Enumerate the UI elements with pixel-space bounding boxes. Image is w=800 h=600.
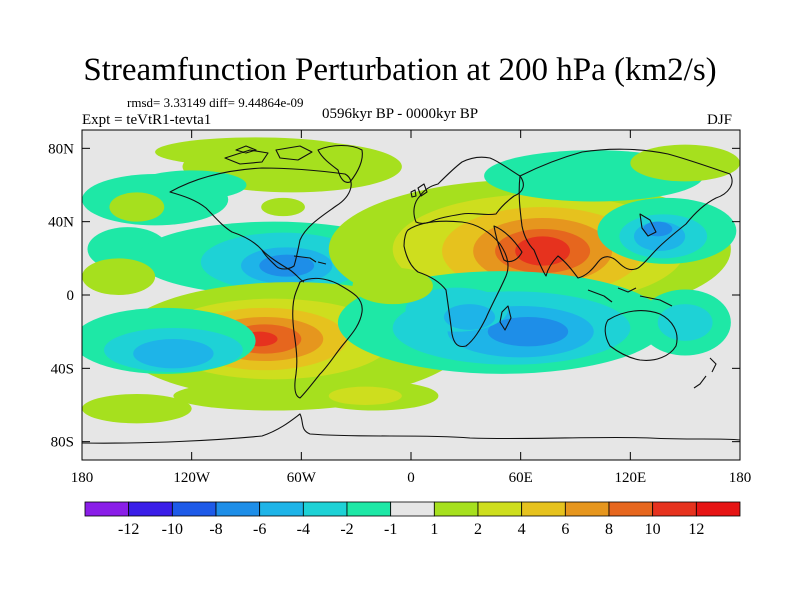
contour-region [630,144,740,182]
legend-label: 8 [605,521,613,538]
coastline-caribbean [293,255,327,265]
contour-region [133,339,214,369]
legend-swatch [477,501,523,517]
coastline-arctic-islands [224,145,313,165]
coastline-madagascar [499,305,512,331]
contour-region [259,254,315,277]
contour-region [261,197,305,217]
contour-fill [82,137,740,424]
legend-label: -4 [297,521,310,538]
coastlines [82,144,740,444]
legend-label: -10 [162,521,183,538]
period-label: 0596kyr BP - 0000kyr BP [322,106,479,122]
coastline-greenland [317,144,363,183]
contour-region [657,304,713,341]
contour-region [82,394,192,424]
coastline-arabia [493,225,523,263]
legend-swatch [259,501,304,517]
rmsd-stats: rmsd= 3.33149 diff= 9.44864e-09 [127,95,304,110]
legend-swatch [433,501,479,517]
legend-swatch [608,501,654,517]
y-tick-label: 0 [67,288,75,304]
coastline-africa [403,220,509,348]
contour-region [352,267,433,305]
coastline-central-america [261,249,305,283]
contour-region [136,170,247,200]
contour-region [515,236,571,266]
coastline-australia [604,310,678,361]
legend-label: -6 [253,521,266,538]
coastline-new-zealand [693,357,717,389]
legend-label: 1 [430,521,438,538]
chart-title: Streamfunction Perturbation at 200 hPa (… [83,52,717,88]
coastline-japan [639,213,657,237]
legend-label: -1 [384,521,397,538]
coastline-maritime-asia [587,287,673,307]
x-tick-label: 180 [71,470,94,486]
legend-swatch [171,501,217,517]
legend-swatch [302,501,348,517]
legend-swatch [521,501,566,517]
coastline-north-america [169,167,352,270]
legend-swatch [652,501,697,517]
map-axes: 180 120W 60W 0 60E 120E 180 80N 40N 0 40S 80S [48,130,751,486]
y-tick-label: 80S [51,435,74,451]
legend-swatch [128,501,173,517]
legend-label: 6 [561,521,569,538]
contour-region [82,258,156,295]
legend-swatch [346,501,392,517]
x-tick-label: 60E [509,470,533,486]
y-tick-label: 40N [48,215,74,231]
legend-label: -2 [340,521,353,538]
legend-swatch [695,501,741,517]
legend-swatch [390,501,435,517]
contour-region [328,386,402,406]
legend-label: -8 [209,521,222,538]
legend-label: 10 [645,521,661,538]
legend-label: 4 [518,521,526,538]
x-tick-label: 180 [729,470,752,486]
x-tick-label: 120E [614,470,646,486]
contour-region [643,221,673,237]
legend-swatch [215,501,261,517]
legend-label: 2 [474,521,482,538]
x-tick-label: 120W [173,470,211,486]
y-tick-label: 40S [51,361,74,377]
legend-swatch [564,501,610,517]
legend-label: -12 [118,521,139,538]
coastline-antarctica [82,413,740,444]
legend-swatch [84,501,130,517]
coastline-british-isles [410,183,428,198]
x-tick-label: 60W [287,470,317,486]
season-label: DJF [707,112,733,128]
y-tick-label: 80N [48,141,74,157]
contour-region [443,304,496,330]
legend-label: 12 [688,521,704,538]
coastline-south-america [292,277,363,399]
x-tick-label: 0 [407,470,415,486]
coastline-asia [518,148,733,279]
contour-region [109,192,165,222]
experiment-label: Expt = teVtR1-tevta1 [82,112,212,128]
color-legend: -12 -10 -8 -6 -4 -2 -1 1 2 4 6 8 10 12 [84,501,741,538]
map-field [82,130,740,460]
